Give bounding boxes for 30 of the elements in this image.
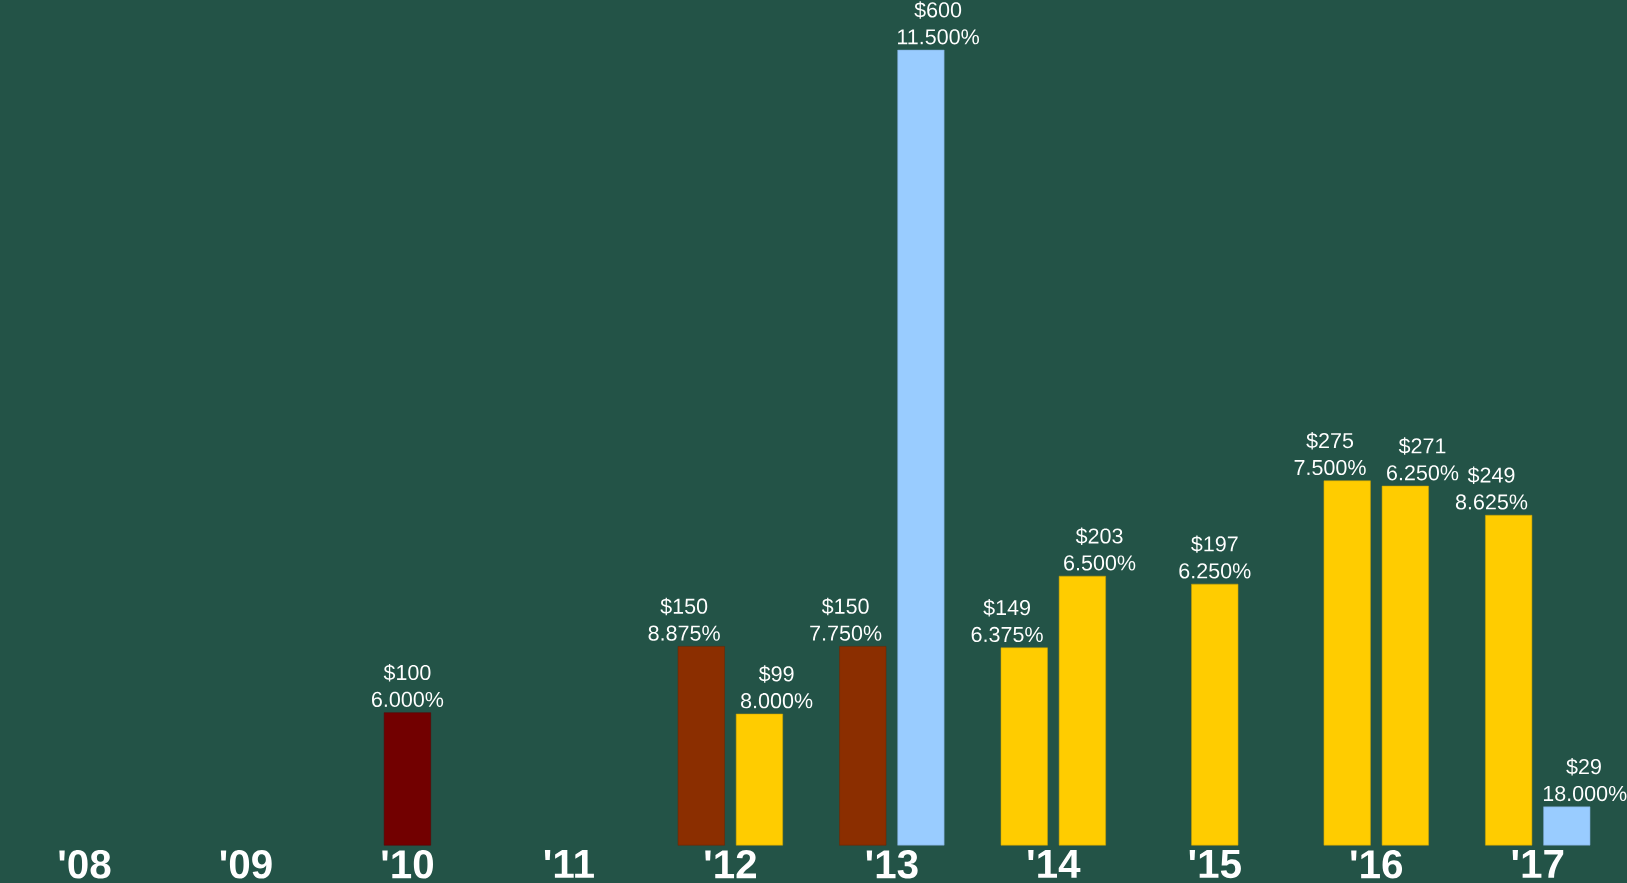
bar: [1058, 575, 1106, 846]
data-label: $600 11.500%: [898, 1, 979, 45]
data-label: $29 18.000%: [1543, 758, 1627, 802]
data-label: $150 7.750%: [810, 597, 882, 641]
x-tick-label: '10: [382, 849, 434, 879]
bar: [677, 646, 725, 846]
x-tick-label: '11: [544, 849, 594, 878]
data-label: $203 6.500%: [1064, 527, 1136, 571]
bar: [1323, 480, 1371, 846]
data-label: $197 6.250%: [1179, 535, 1251, 579]
x-tick-label: '16: [1351, 849, 1403, 879]
bar: [1543, 806, 1591, 846]
bar: [735, 713, 783, 846]
data-label: $275 7.500%: [1294, 432, 1366, 476]
x-tick-label: '08: [59, 849, 111, 879]
data-label: $100 6.000%: [372, 663, 444, 707]
bar: [1000, 647, 1048, 846]
bar: [1381, 485, 1429, 846]
bar: [839, 646, 887, 846]
x-tick-label: '09: [220, 849, 272, 879]
x-tick-label: '12: [705, 849, 756, 879]
data-label: $149 6.375%: [971, 598, 1043, 643]
x-tick-label: '15: [1189, 849, 1241, 879]
bar: [1485, 514, 1533, 846]
data-label: $99 8.000%: [741, 665, 813, 709]
bar: [897, 49, 945, 846]
data-label: $150 8.875%: [648, 597, 720, 641]
x-tick-label: '17: [1512, 849, 1564, 878]
x-tick-label: '13: [866, 849, 918, 879]
x-tick-label: '14: [1028, 849, 1081, 878]
